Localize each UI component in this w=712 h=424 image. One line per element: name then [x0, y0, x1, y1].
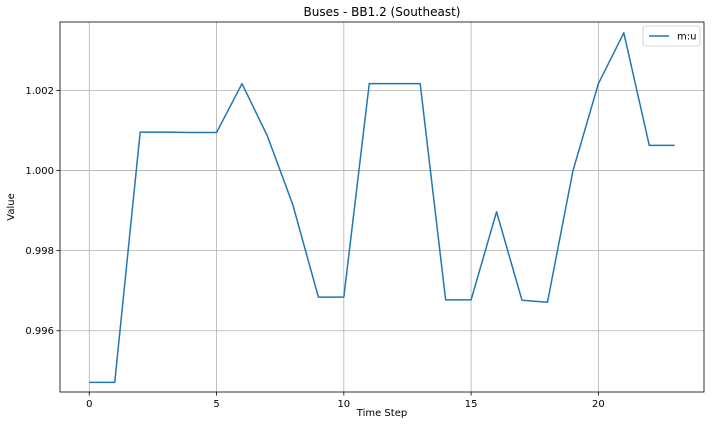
axis-ticks: 0 5 10 15 20 0.996 0.998 1.000 1.002 [25, 86, 604, 410]
y-tick-label: 1.002 [25, 86, 54, 97]
y-tick-label: 0.996 [25, 326, 54, 337]
legend-box [642, 25, 701, 47]
chart-title: Buses - BB1.2 (Southeast) [304, 5, 461, 19]
y-tick-label: 1.000 [25, 166, 54, 177]
x-tick-label: 10 [337, 399, 350, 410]
plot-area-frame [59, 21, 705, 393]
series-line [89, 32, 675, 384]
x-tick-label: 15 [465, 399, 478, 410]
y-tick-label: 0.998 [25, 246, 54, 257]
legend: m:u [642, 25, 701, 47]
x-axis-label: Time Step [356, 408, 407, 419]
series-lines [89, 32, 675, 384]
x-tick-label: 5 [213, 399, 219, 410]
x-tick-label: 0 [86, 399, 92, 410]
legend-label: m:u [677, 32, 696, 43]
x-tick-label: 20 [592, 399, 605, 410]
y-axis-label: Value [6, 193, 17, 220]
